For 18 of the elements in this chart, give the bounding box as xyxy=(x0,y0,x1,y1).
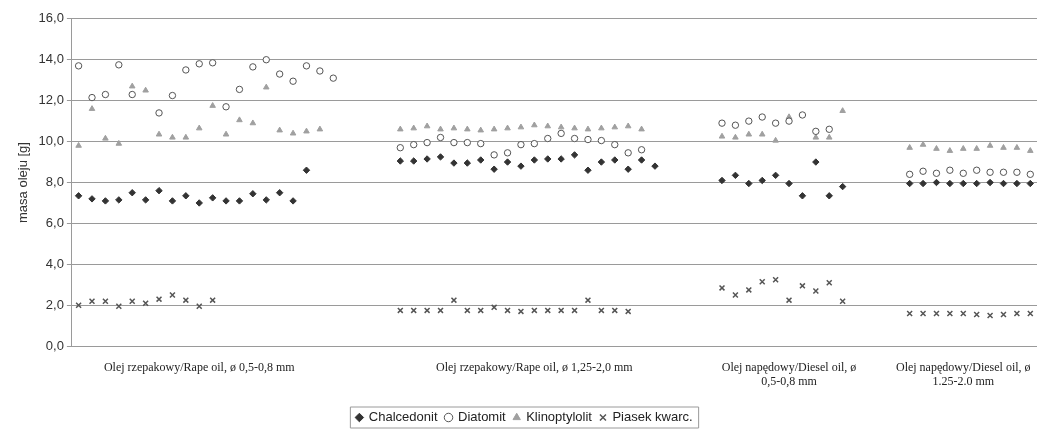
y-tick-label: 14,0 xyxy=(38,51,64,67)
y-axis-title: masa oleju [g] xyxy=(15,142,31,223)
x-tick-label: Olej napędowy/Diesel oil, ø 0,5-0,8 mm xyxy=(721,359,857,388)
y-tick-label: 2,0 xyxy=(45,296,64,312)
y-tick-label: 10,0 xyxy=(38,133,64,149)
y-tick-label: 0,0 xyxy=(45,337,64,353)
y-tick-label: 6,0 xyxy=(45,215,64,230)
legend-label: Chalcedonit xyxy=(368,409,438,425)
x-tick-label: Olej rzepakowy/Rape oil, ø 0,5-0,8 mm xyxy=(103,359,296,374)
x-tick-label: Olej napędowy/Diesel oil, ø 1.25-2.0 mm xyxy=(895,359,1031,388)
x-tick-label: Olej rzepakowy/Rape oil, ø 1,25-2,0 mm xyxy=(436,359,634,374)
y-tick-label: 8,0 xyxy=(45,174,64,190)
y-tick-label: 12,0 xyxy=(38,92,64,108)
y-tick-label: 16,0 xyxy=(38,10,64,26)
legend-label: Klinoptylolit xyxy=(526,409,593,425)
y-tick-label: 4,0 xyxy=(45,255,64,271)
legend-label: Diatomit xyxy=(458,409,507,425)
legend-label: Piasek kwarc. xyxy=(612,409,693,425)
